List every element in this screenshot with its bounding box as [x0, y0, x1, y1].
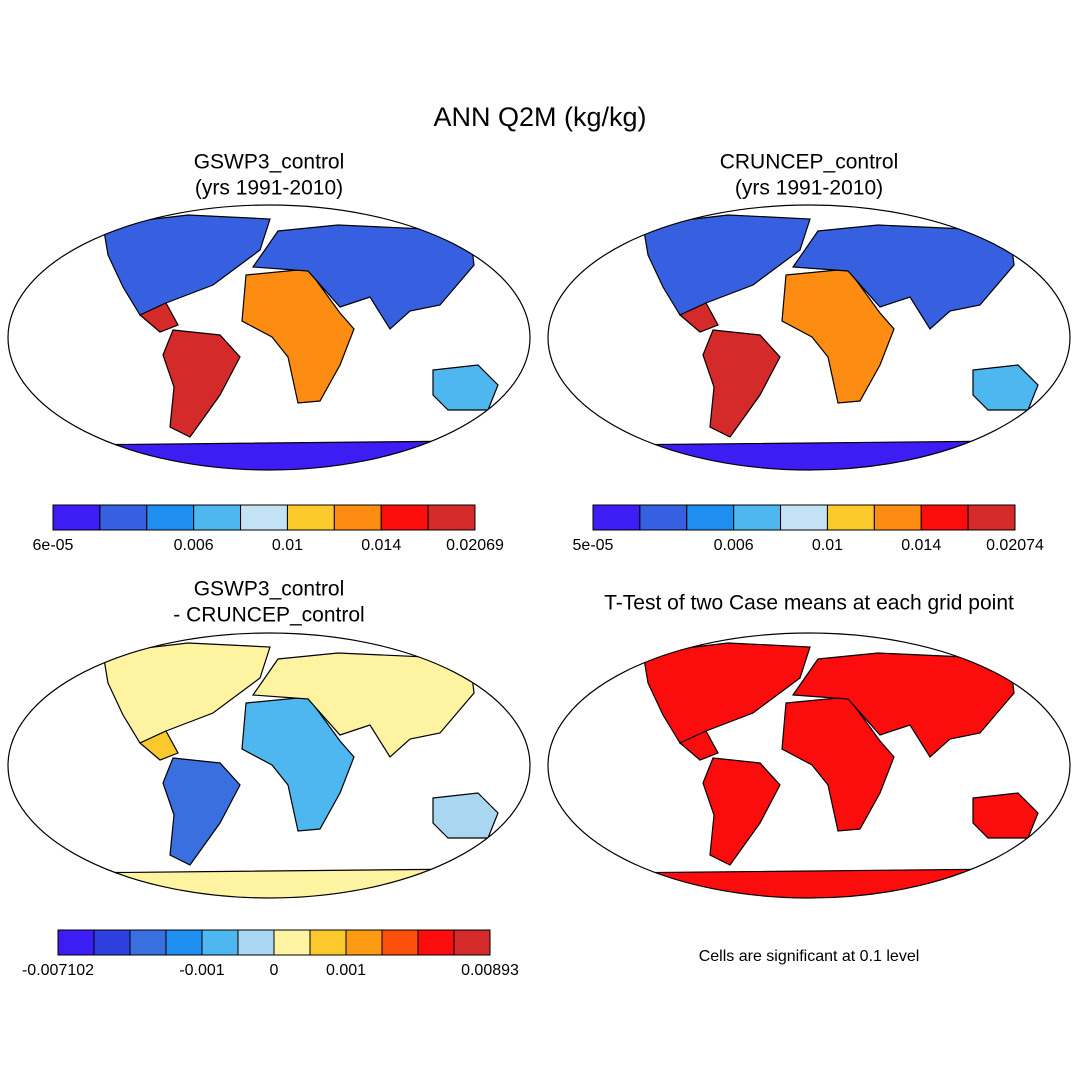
- map: [7, 632, 531, 899]
- colorbar-box: [165, 929, 203, 956]
- land-au: [972, 364, 1039, 411]
- land-ca: [678, 302, 719, 333]
- map-land: [57, 214, 499, 470]
- colorbar-label: 0.02074: [986, 537, 1044, 554]
- colorbar-box: [273, 929, 311, 956]
- colorbar-label: 0.014: [901, 537, 941, 554]
- colorbar-box: [345, 929, 383, 956]
- land-sa: [162, 329, 241, 438]
- colorbar-box: [193, 504, 242, 531]
- land-af: [241, 696, 355, 832]
- panel-title: CRUNCEP_control: [720, 151, 899, 174]
- colorbar-label: 0.001: [326, 962, 366, 979]
- colorbar-box: [592, 504, 641, 531]
- colorbar-box: [309, 929, 347, 956]
- land-af: [781, 268, 895, 404]
- land-ca: [138, 302, 179, 333]
- colorbar-label: 0.01: [272, 537, 303, 554]
- colorbar-box: [780, 504, 828, 531]
- colorbar-box: [967, 504, 1016, 531]
- colorbar-box: [286, 504, 335, 531]
- colorbar-label: 0.00893: [461, 962, 519, 979]
- colorbar-box: [380, 504, 429, 531]
- land-eu: [791, 652, 1015, 758]
- colorbar-label: 0.02069: [446, 537, 504, 554]
- colorbar-label: 0.014: [361, 537, 401, 554]
- colorbar-box: [453, 929, 491, 956]
- panel-title: - CRUNCEP_control: [173, 604, 364, 627]
- colorbar-label: -0.001: [179, 962, 224, 979]
- land-na: [642, 642, 811, 744]
- land-au: [972, 792, 1039, 839]
- land-sa: [702, 757, 781, 866]
- colorbar-box: [417, 929, 455, 956]
- colorbar-box: [427, 504, 476, 531]
- land-na: [102, 214, 271, 316]
- land-ca: [138, 730, 179, 761]
- map-land: [597, 214, 1039, 470]
- colorbar-box: [639, 504, 688, 531]
- colorbar-label: 6e-05: [33, 537, 74, 554]
- panel-title: T-Test of two Case means at each grid po…: [604, 592, 1014, 615]
- land-sa: [702, 329, 781, 438]
- colorbar-box: [52, 504, 101, 531]
- land-ca: [678, 730, 719, 761]
- map: [547, 204, 1071, 471]
- colorbar-box: [146, 504, 195, 531]
- land-af: [781, 696, 895, 832]
- panel-title: (yrs 1991-2010): [195, 177, 343, 200]
- colorbar-label: 0: [270, 962, 279, 979]
- land-au: [432, 792, 499, 839]
- land-af: [241, 268, 355, 404]
- map: [547, 632, 1071, 899]
- land-eu: [791, 224, 1015, 330]
- colorbar-box: [826, 504, 875, 531]
- map: [7, 204, 531, 471]
- map-frame: [547, 204, 1071, 471]
- land-au: [432, 364, 499, 411]
- colorbar-label: 5e-05: [573, 537, 614, 554]
- colorbar-box: [733, 504, 782, 531]
- land-na: [642, 214, 811, 316]
- colorbar-label: 0.006: [714, 537, 754, 554]
- panel-title: (yrs 1991-2010): [735, 177, 883, 200]
- panel-title: GSWP3_control: [194, 578, 345, 601]
- map-frame: [7, 204, 531, 471]
- panel-note: Cells are significant at 0.1 level: [699, 948, 920, 965]
- colorbar-box: [99, 504, 148, 531]
- colorbar-label: 0.01: [812, 537, 843, 554]
- colorbar-box: [93, 929, 131, 956]
- land-eu: [251, 224, 475, 330]
- colorbar-label: 0.006: [174, 537, 214, 554]
- colorbar-box: [920, 504, 969, 531]
- land-eu: [251, 652, 475, 758]
- land-na: [102, 642, 271, 744]
- colorbar-label: -0.007102: [22, 962, 94, 979]
- land-sa: [162, 757, 241, 866]
- main-title: ANN Q2M (kg/kg): [433, 102, 646, 132]
- colorbar-box: [240, 504, 288, 531]
- map-land: [57, 642, 499, 898]
- map-frame: [7, 632, 531, 899]
- colorbar-box: [129, 929, 167, 956]
- colorbar-box: [201, 929, 239, 956]
- colorbar-box: [873, 504, 922, 531]
- colorbar-box: [686, 504, 735, 531]
- map-frame: [547, 632, 1071, 899]
- map-land: [597, 642, 1039, 898]
- colorbar-box: [57, 929, 95, 956]
- panel-title: GSWP3_control: [194, 151, 345, 174]
- colorbar-box: [333, 504, 382, 531]
- colorbar-box: [237, 929, 275, 956]
- colorbar-box: [381, 929, 419, 956]
